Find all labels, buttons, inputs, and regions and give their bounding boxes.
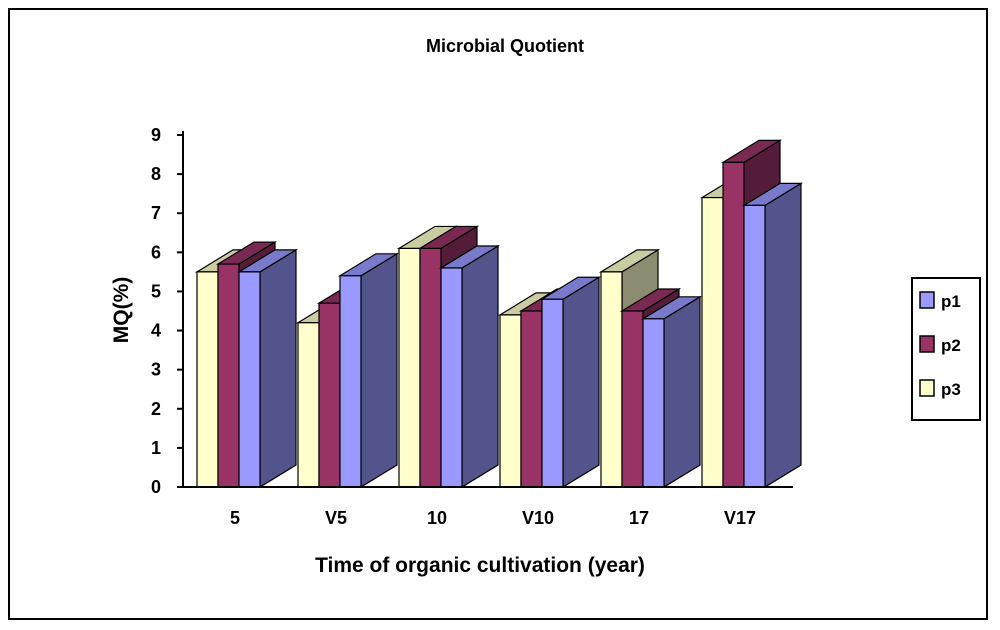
y-tick-label: 0 [151, 477, 161, 497]
bar-p1-V5 [340, 254, 397, 487]
bar-p1-V17 [744, 183, 801, 487]
legend-label: p1 [941, 292, 961, 311]
legend-swatch [920, 292, 934, 308]
legend-label: p3 [941, 380, 961, 399]
x-tick-label: V10 [522, 508, 554, 528]
bar-p1-17 [643, 297, 700, 487]
bar-group-10 [399, 226, 498, 487]
legend-item-p3: p3 [920, 380, 961, 399]
bar-group-V10 [500, 277, 599, 487]
bar-group-17 [601, 250, 700, 487]
bar-group-5 [197, 242, 296, 487]
legend-swatch [920, 336, 934, 352]
bar-group-V17 [702, 140, 801, 487]
bar-group-V5 [298, 254, 397, 487]
legend-item-p1: p1 [920, 292, 961, 311]
y-tick-label: 2 [151, 399, 161, 419]
x-tick-label: 10 [427, 508, 447, 528]
y-tick-label: 6 [151, 242, 161, 262]
x-axis-label: Time of organic cultivation (year) [315, 554, 645, 577]
bar-p1-10 [441, 246, 498, 487]
y-tick-label: 5 [151, 281, 161, 301]
y-tick-label: 7 [151, 203, 161, 223]
chart-canvas: Microbial Quotient 0 1 2 3 4 5 6 7 8 9 5 V5 10 V10 17 V… [0, 0, 1000, 630]
y-tick-label: 1 [151, 438, 161, 458]
y-axis-label: MQ(%) [110, 277, 133, 344]
legend: p1 p2 p3 [912, 278, 980, 420]
x-tick-label: V17 [724, 508, 756, 528]
legend-item-p2: p2 [920, 336, 961, 355]
bars-layer [197, 140, 801, 487]
bar-p1-5 [239, 250, 296, 487]
y-tick-label: 4 [151, 321, 161, 341]
y-tick-label: 8 [151, 164, 161, 184]
legend-swatch [920, 380, 934, 396]
x-tick-label: 5 [230, 508, 240, 528]
legend-label: p2 [941, 336, 961, 355]
y-tick-label: 9 [151, 125, 161, 145]
y-tick-label: 3 [151, 360, 161, 380]
bar-p1-V10 [542, 277, 599, 487]
chart-title: Microbial Quotient [426, 36, 584, 56]
x-tick-label: 17 [629, 508, 649, 528]
x-tick-label: V5 [325, 508, 347, 528]
